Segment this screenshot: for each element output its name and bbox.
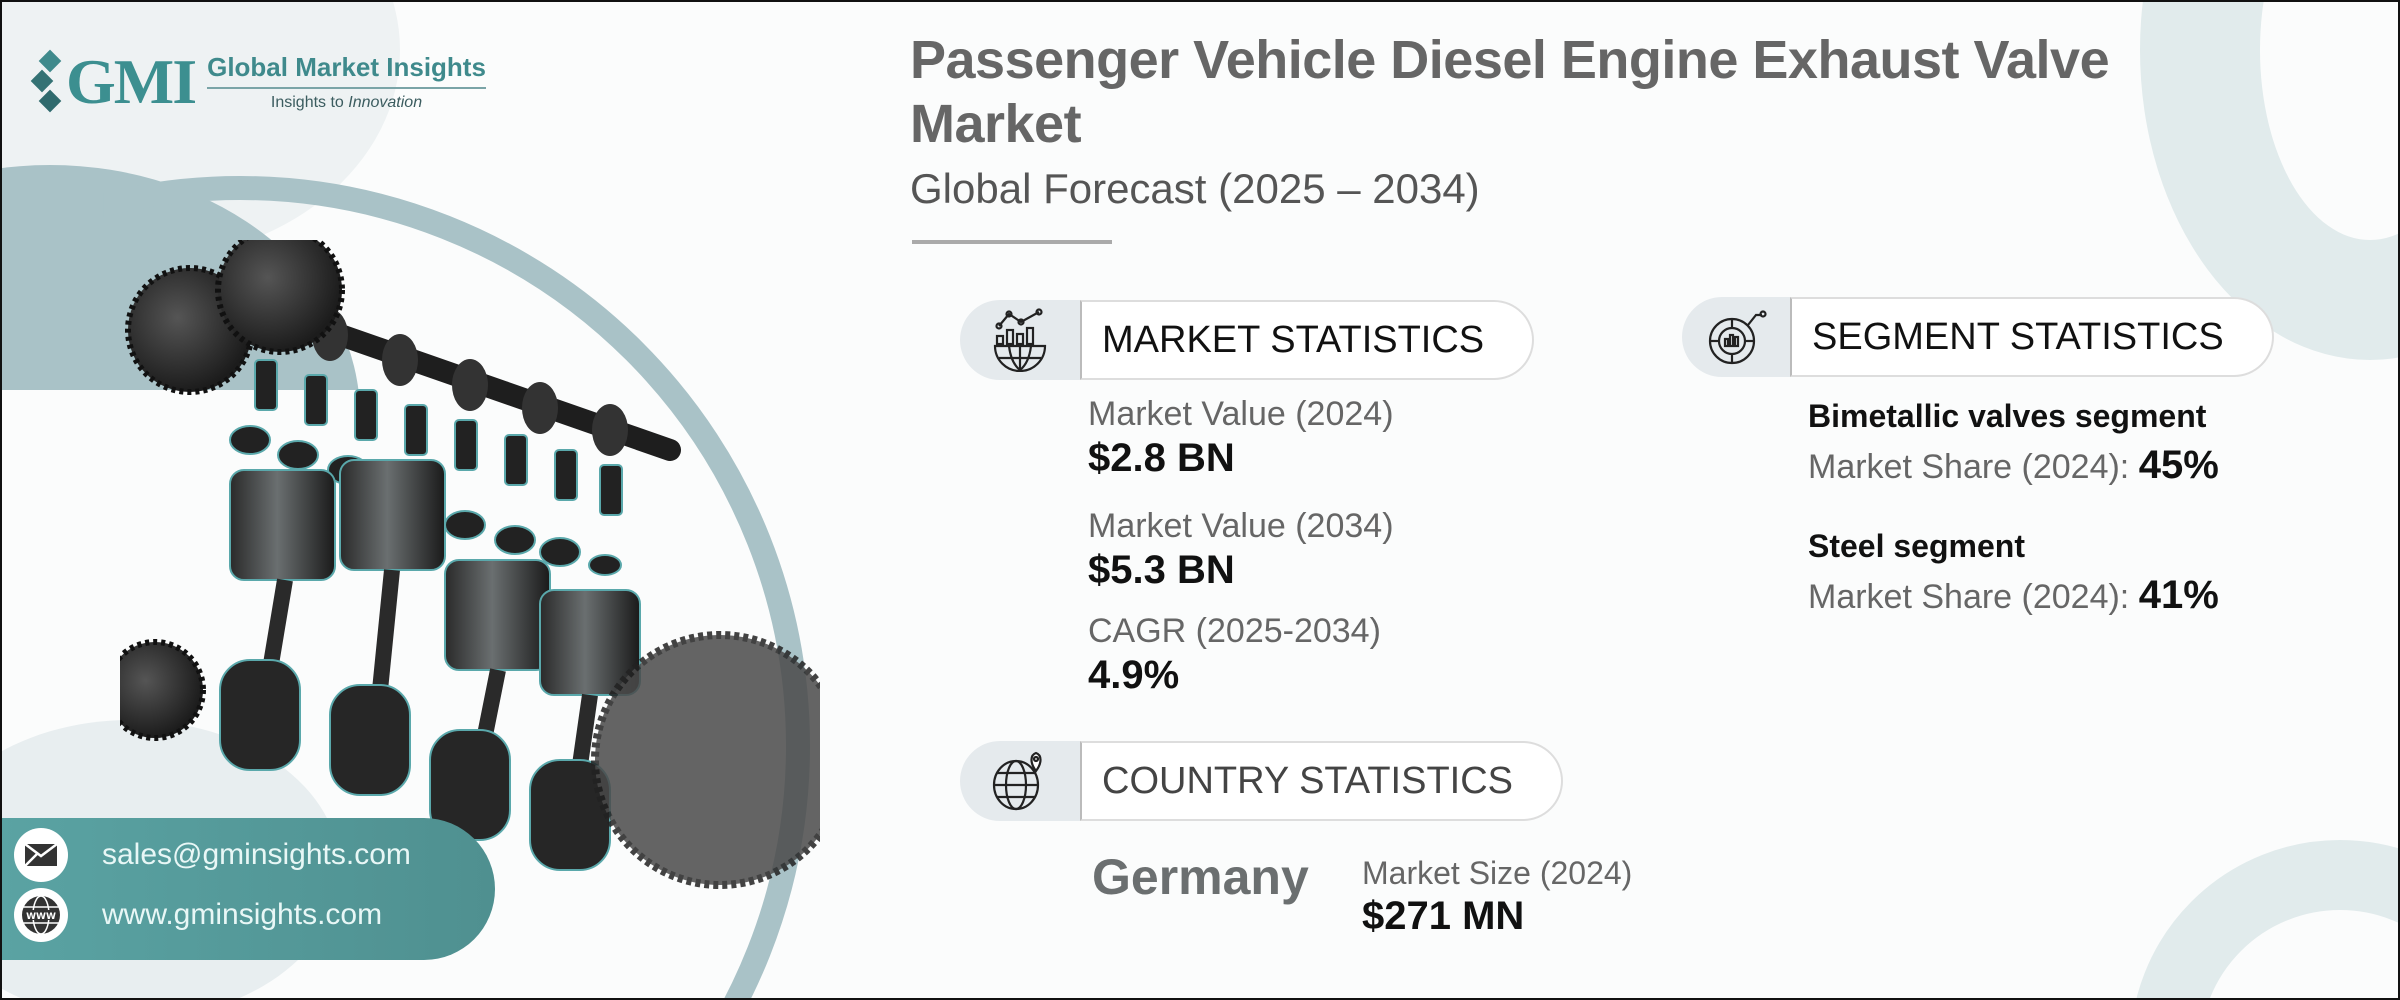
svg-text:WWW: WWW: [26, 912, 56, 922]
crankshaft: [219, 659, 611, 871]
stat-label: Market Value (2034): [1088, 507, 1394, 545]
segment-statistics-icon-wrap: [1682, 297, 1790, 377]
chart-globe-icon: [993, 308, 1047, 372]
stat-label: Market Size (2024): [1362, 855, 1633, 891]
cam-gear-2: [215, 240, 345, 355]
logo-letters: GMI: [66, 46, 197, 117]
segment-share: Market Share (2024): 45%: [1808, 443, 2219, 487]
segment-name: Bimetallic valves segment: [1808, 398, 2207, 434]
segment-item: Bimetallic valves segment Market Share (…: [1808, 398, 2219, 488]
background-ring-bottom-right: [2130, 840, 2400, 1000]
stat-label: CAGR (2025-2034): [1088, 612, 1381, 650]
contact-email[interactable]: sales@gminsights.com: [14, 828, 411, 882]
segment-share-value: 45%: [2138, 443, 2219, 487]
market-statistics-icon-wrap: [960, 300, 1080, 380]
segment-share: Market Share (2024): 41%: [1808, 573, 2219, 617]
stat-value: $2.8 BN: [1088, 436, 1235, 480]
stat-value: 4.9%: [1088, 653, 1180, 697]
diamond-icon: [30, 49, 64, 113]
email-link[interactable]: sales@gminsights.com: [102, 838, 411, 871]
segment-chart-icon: [1708, 310, 1767, 365]
globe-pin-icon: [992, 751, 1042, 811]
globe-www-icon: WWW: [14, 888, 68, 942]
stat-cagr: CAGR (2025-2034) 4.9%: [1088, 612, 1381, 698]
stat-label: Market Value (2024): [1088, 395, 1394, 433]
cam-lobes: [312, 309, 628, 456]
stat-country-market-size: Market Size (2024) $271 MN: [1362, 855, 1632, 939]
segment-statistics-header: SEGMENT STATISTICS: [1682, 297, 2274, 377]
country-statistics-title: COUNTRY STATISTICS: [1080, 741, 1564, 821]
contact-website[interactable]: WWW www.gminsights.com: [14, 888, 382, 942]
market-statistics-header: MARKET STATISTICS: [960, 300, 1535, 380]
country-statistics-header: COUNTRY STATISTICS: [960, 741, 1564, 821]
logo-mark: GMI: [30, 46, 197, 117]
segment-share-value: 41%: [2138, 573, 2219, 617]
stat-market-value-2024: Market Value (2024) $2.8 BN: [1088, 395, 1394, 481]
segment-name: Steel segment: [1808, 528, 2025, 564]
title-divider: [912, 240, 1112, 244]
brand-tagline: Insights to Innovation: [270, 94, 423, 111]
gmi-logo[interactable]: GMI Global Market Insights Insights to I…: [30, 46, 486, 117]
segment-statistics-title: SEGMENT STATISTICS: [1790, 297, 2274, 377]
page-subtitle: Global Forecast (2025 – 2034): [910, 165, 1480, 212]
flywheel: [591, 631, 820, 889]
page-title: Passenger Vehicle Diesel Engine Exhaust …: [910, 30, 2110, 154]
pistons: [229, 459, 641, 696]
market-statistics-title: MARKET STATISTICS: [1080, 300, 1535, 380]
email-icon: [14, 828, 68, 882]
country-statistics-icon-wrap: [960, 741, 1080, 821]
connecting-rods: [262, 569, 598, 802]
segment-item: Steel segment Market Share (2024): 41%: [1808, 528, 2219, 618]
crank-gear: [120, 639, 206, 741]
stat-market-value-2034: Market Value (2034) $5.3 BN: [1088, 507, 1394, 593]
brand-name: Global Market Insights: [207, 52, 486, 89]
country-name: Germany: [1092, 849, 1309, 905]
website-link[interactable]: www.gminsights.com: [102, 898, 383, 931]
engine-illustration: [120, 240, 820, 889]
contact-panel: sales@gminsights.com WWW www.gminsights.…: [0, 818, 495, 960]
stat-value: $5.3 BN: [1088, 548, 1235, 592]
stat-value: $271 MN: [1362, 894, 1525, 938]
